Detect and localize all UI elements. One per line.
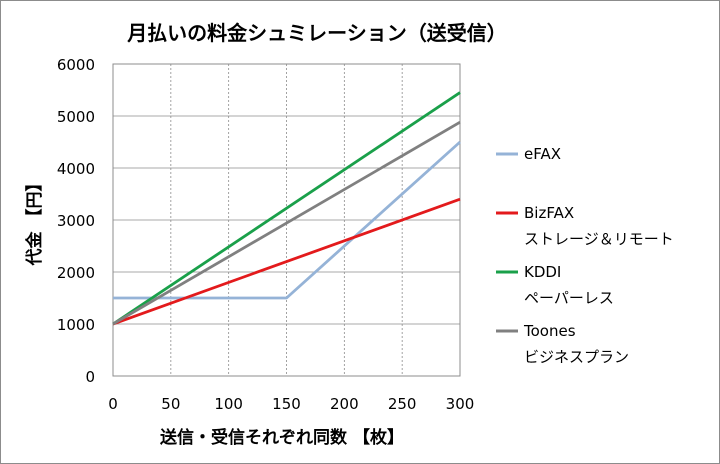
legend-label: BizFAX ストレージ＆リモート <box>524 204 674 248</box>
series-line <box>112 91 461 326</box>
grid <box>113 63 460 376</box>
legend-label: eFAX <box>524 145 561 163</box>
y-tick-label: 2000 <box>57 264 95 282</box>
series-line <box>113 140 461 300</box>
x-tick-label: 200 <box>330 395 359 413</box>
x-tick-label: 100 <box>214 395 243 413</box>
y-tick-label: 6000 <box>57 56 95 74</box>
y-tick-label: 4000 <box>57 160 95 178</box>
legend-label: KDDI ペーパーレス <box>524 263 614 307</box>
y-tick-label: 0 <box>85 368 95 386</box>
x-tick-label: 250 <box>388 395 417 413</box>
chart-title: 月払いの料金シュミレーション（送受信） <box>126 21 507 45</box>
series-line <box>112 120 461 326</box>
y-tick-labels: 0 1000 2000 3000 4000 5000 6000 <box>57 56 95 386</box>
y-tick-label: 5000 <box>57 108 95 126</box>
y-tick-label: 3000 <box>57 212 95 230</box>
x-tick-labels: 0 50 100 150 200 250 300 <box>108 395 474 413</box>
x-axis-label: 送信・受信それぞれ同数 【枚】 <box>160 427 404 448</box>
y-tick-label: 1000 <box>57 316 95 334</box>
legend-label: Toones ビジネスプラン <box>523 322 629 366</box>
series-line <box>112 197 461 326</box>
x-tick-label: 0 <box>108 395 118 413</box>
x-tick-label: 150 <box>272 395 301 413</box>
series-layer <box>112 91 461 326</box>
x-tick-label: 300 <box>446 395 475 413</box>
x-tick-label: 50 <box>161 395 180 413</box>
y-axis-label: 代金 【円】 <box>24 175 45 267</box>
legend: eFAX BizFAX ストレージ＆リモート KDDI ペーパーレス Toones ビジネ… <box>496 145 674 366</box>
